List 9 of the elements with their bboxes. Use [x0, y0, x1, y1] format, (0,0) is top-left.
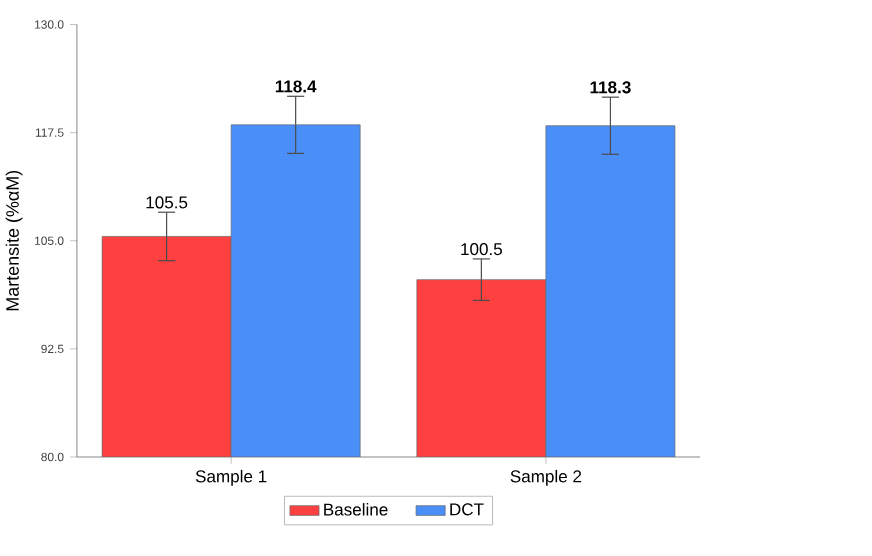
data-label: 100.5 [461, 243, 503, 256]
data-label: 118.4 [275, 80, 317, 93]
legend-label: Baseline [324, 503, 388, 517]
data-label: 105.5 [146, 196, 188, 209]
y-axis-title: Martensite (%αM) [5, 171, 23, 311]
x-tick-label: Sample 2 [510, 470, 582, 487]
x-tick-label: Sample 1 [195, 470, 267, 487]
data-label: 118.3 [590, 81, 631, 94]
legend-label: DCT [450, 503, 484, 516]
